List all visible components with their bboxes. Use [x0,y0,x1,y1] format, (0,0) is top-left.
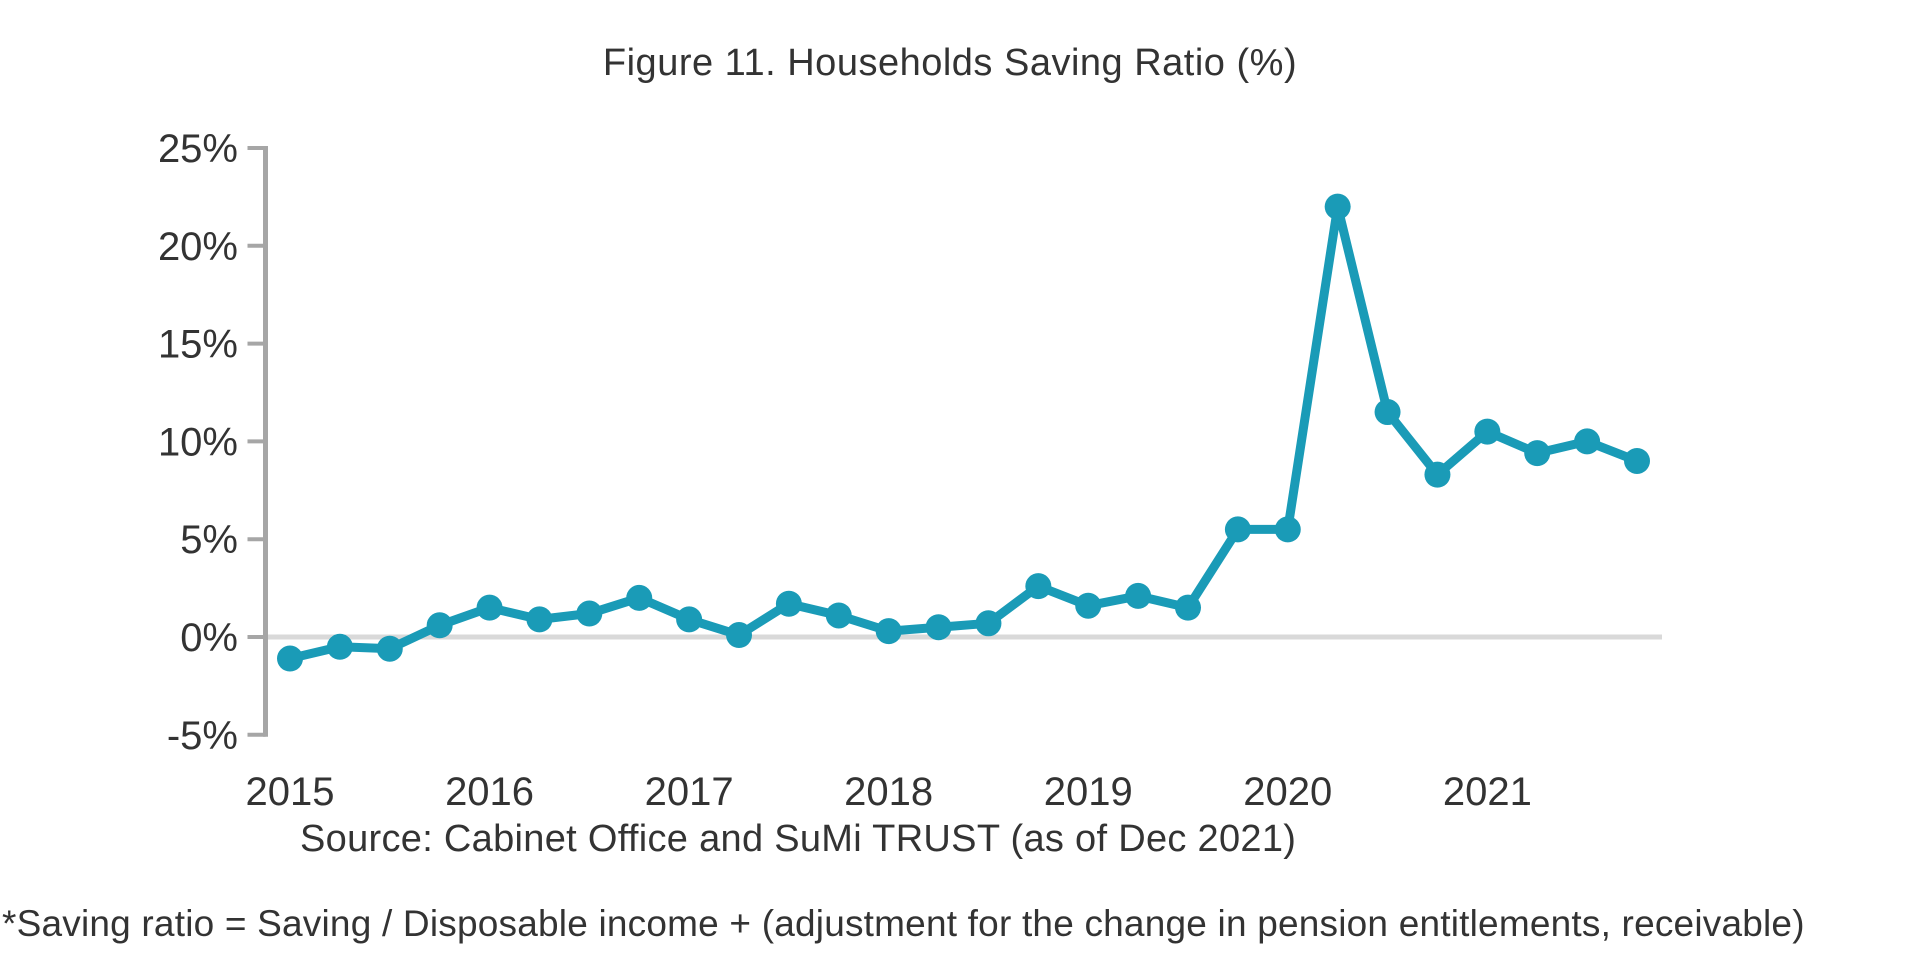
data-point-2016-Q1 [476,594,503,621]
data-point-2016-Q3 [576,600,603,627]
x-axis-tick-label: 2019 [1044,770,1133,814]
y-axis-tick-label: 20% [158,225,238,269]
y-axis-tick-label: 10% [158,420,238,464]
y-axis-tick-label: -5% [167,714,238,758]
data-point-2019-Q3 [1175,594,1201,621]
data-point-2020-Q3 [1374,399,1401,426]
data-point-2019-Q1 [1075,592,1102,619]
x-axis-tick-label: 2021 [1443,770,1532,814]
x-axis-tick-label: 2017 [645,770,734,814]
x-axis-tick-label: 2018 [844,770,933,814]
x-axis-tick-label: 2020 [1243,770,1332,814]
data-point-2021-Q2 [1524,440,1551,467]
data-point-2015-Q3 [376,635,403,662]
data-point-2021-Q1 [1474,418,1501,445]
data-point-2016-Q4 [626,584,653,611]
data-point-2019-Q4 [1224,516,1251,543]
data-point-2017-Q2 [726,622,752,649]
data-point-2019-Q2 [1125,582,1152,609]
data-point-2015-Q2 [326,633,353,660]
source-caption: Source: Cabinet Office and SuMi TRUST (a… [300,818,1297,860]
data-point-2015-Q1 [277,645,303,672]
y-axis-tick-label: 15% [158,323,238,367]
saving-ratio-footnote: *Saving ratio = Saving / Disposable inco… [2,903,1805,944]
data-point-2018-Q2 [925,614,952,641]
y-axis-tick-label: 5% [180,518,238,562]
data-point-2021-Q3 [1574,428,1601,455]
data-point-2020-Q1 [1274,516,1301,543]
data-point-2018-Q3 [975,610,1002,637]
data-point-2021-Q4 [1624,447,1650,474]
data-point-2017-Q1 [676,606,703,633]
saving-ratio-series-line [285,202,1642,664]
data-point-2020-Q2 [1324,193,1351,220]
data-point-2020-Q4 [1424,461,1451,488]
y-axis-tick-label: 0% [180,616,238,660]
data-point-2016-Q2 [526,606,553,633]
data-point-2018-Q4 [1025,573,1052,600]
x-axis-tick-label: 2015 [246,770,335,814]
y-axis-tick-label: 25% [158,127,238,171]
x-axis-tick-label: 2016 [445,770,534,814]
data-point-2017-Q3 [775,590,802,617]
chart-title: Figure 11. Households Saving Ratio (%) [602,42,1298,84]
data-point-2018-Q1 [875,618,902,645]
data-point-2015-Q4 [426,612,453,639]
data-point-2017-Q4 [825,602,852,629]
